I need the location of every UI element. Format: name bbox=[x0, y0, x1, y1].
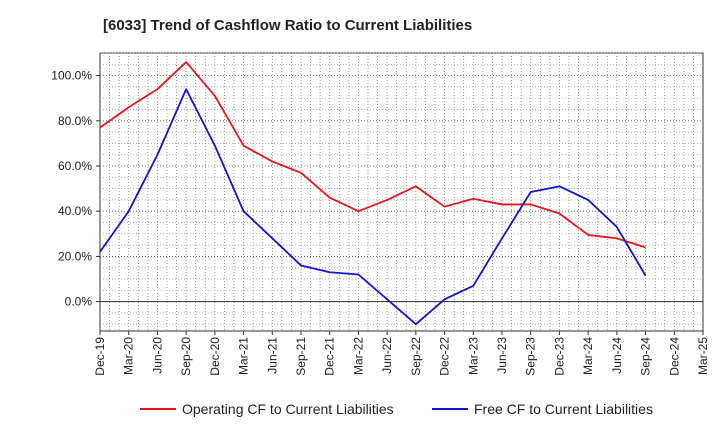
series-2-point bbox=[128, 210, 130, 212]
x-tick-label: Sep-21 bbox=[294, 337, 308, 376]
x-tick-label: Mar-23 bbox=[466, 337, 480, 375]
x-tick-label: Mar-20 bbox=[122, 337, 136, 375]
series-1-point bbox=[587, 234, 589, 236]
x-tick-label: Sep-24 bbox=[639, 337, 653, 376]
y-tick-label: 0.0% bbox=[65, 295, 93, 309]
y-tick-label: 80.0% bbox=[58, 114, 92, 128]
series-2-point bbox=[357, 273, 359, 275]
series-2-point bbox=[99, 251, 101, 253]
series-2-point bbox=[214, 145, 216, 147]
y-tick-label: 100.0% bbox=[51, 69, 92, 83]
series-2-point bbox=[558, 185, 560, 187]
x-tick-label: Dec-22 bbox=[438, 337, 452, 376]
series-2-point bbox=[645, 275, 647, 277]
series-2-point bbox=[386, 298, 388, 300]
x-tick-label: Mar-21 bbox=[237, 337, 251, 375]
series-1-point bbox=[214, 95, 216, 97]
legend: Operating CF to Current Liabilities Free … bbox=[140, 401, 653, 417]
x-tick-label: Jun-23 bbox=[495, 337, 509, 374]
series-2-point bbox=[415, 323, 417, 325]
series-2-point bbox=[472, 285, 474, 287]
series-1-point bbox=[128, 106, 130, 108]
series-1-point bbox=[243, 145, 245, 147]
x-tick-label: Jun-21 bbox=[265, 337, 279, 374]
series-1-point bbox=[530, 203, 532, 205]
x-tick-label: Dec-23 bbox=[552, 337, 566, 376]
series-2-point bbox=[243, 210, 245, 212]
series-2-point bbox=[185, 88, 187, 90]
series-1-point bbox=[357, 210, 359, 212]
x-tick-label: Sep-20 bbox=[179, 337, 193, 376]
x-tick-label: Dec-19 bbox=[93, 337, 107, 376]
x-tick-label: Sep-22 bbox=[409, 337, 423, 376]
series-2-point bbox=[587, 199, 589, 201]
series-line-1 bbox=[99, 61, 646, 249]
plot-frame bbox=[99, 52, 704, 332]
series-2-point bbox=[329, 271, 331, 273]
series-1-point bbox=[329, 197, 331, 199]
series-1-point bbox=[558, 212, 560, 214]
x-tick-label: Mar-25 bbox=[696, 337, 710, 375]
series-1-point bbox=[156, 88, 158, 90]
series-1-point bbox=[616, 237, 618, 239]
y-tick-label: 20.0% bbox=[58, 249, 92, 263]
series-1-point bbox=[645, 246, 647, 248]
chart-title: [6033] Trend of Cashflow Ratio to Curren… bbox=[103, 17, 472, 34]
series-1-point bbox=[386, 199, 388, 201]
series-1-point bbox=[99, 127, 101, 129]
x-tick-label: Sep-23 bbox=[524, 337, 538, 376]
series-1-point bbox=[185, 61, 187, 63]
x-tick-label: Mar-22 bbox=[351, 337, 365, 375]
series-line-2 bbox=[99, 88, 647, 326]
x-tick-label: Dec-24 bbox=[667, 337, 681, 376]
series-1-point bbox=[444, 206, 446, 208]
x-tick-label: Dec-21 bbox=[323, 337, 337, 376]
series-1-point bbox=[501, 203, 503, 205]
x-tick-label: Jun-22 bbox=[380, 337, 394, 374]
series-1-point bbox=[415, 185, 417, 187]
series-2-point bbox=[300, 264, 302, 266]
series-2-point bbox=[501, 237, 503, 239]
series-2-point bbox=[156, 154, 158, 156]
series-2-point bbox=[271, 237, 273, 239]
legend-label-1: Operating CF to Current Liabilities bbox=[182, 401, 394, 417]
x-tick-label: Jun-20 bbox=[150, 337, 164, 374]
x-tick-label: Dec-20 bbox=[208, 337, 222, 376]
x-tick-label: Mar-24 bbox=[581, 337, 595, 375]
x-tick-label: Jun-24 bbox=[610, 337, 624, 374]
plot-area: 0.0% 20.0% 40.0% 60.0% 80.0% 100.0% Dec-19 Mar-… bbox=[51, 52, 710, 376]
y-tick-label: 40.0% bbox=[58, 204, 92, 218]
legend-label-2: Free CF to Current Liabilities bbox=[474, 401, 653, 417]
series-2-point bbox=[616, 226, 618, 228]
series-2-point bbox=[530, 191, 532, 193]
series-1-point bbox=[271, 160, 273, 162]
series-1-point bbox=[300, 172, 302, 174]
y-tick-label: 60.0% bbox=[58, 159, 92, 173]
series-1-point bbox=[472, 198, 474, 200]
series-2-point bbox=[444, 298, 446, 300]
